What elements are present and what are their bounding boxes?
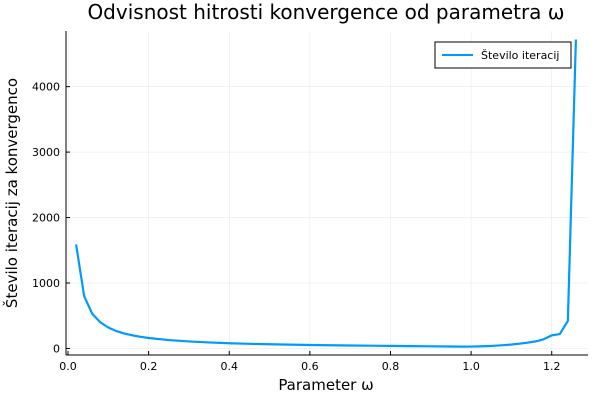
y-tick-label: 2000: [32, 212, 60, 225]
x-tick-label: 0.6: [301, 360, 319, 373]
series: [74, 39, 578, 348]
y-tick-label: 0: [53, 342, 60, 355]
x-axis-label: Parameter ω: [278, 376, 373, 394]
legend: Število iteracij: [434, 41, 572, 69]
y-tick-label: 1000: [32, 277, 60, 290]
x-tick-label: 0.0: [59, 360, 77, 373]
x-tick-label: 0.8: [382, 360, 400, 373]
axes: 0.0 0.2 0.4 0.6 0.8 1.0 1.2 0 1000 2000 3000 4000: [32, 31, 588, 373]
y-axis-label: Število iteracij za konvergenco: [2, 78, 21, 308]
y-tick-label: 3000: [32, 146, 60, 159]
chart-title: Odvisnost hitrosti konvergence od parame…: [87, 0, 564, 24]
legend-label: Število iteracij: [481, 49, 559, 62]
x-tick-label: 1.0: [462, 360, 480, 373]
x-tick-label: 1.2: [543, 360, 561, 373]
grid: [66, 31, 588, 355]
y-tick-label: 4000: [32, 81, 60, 94]
series-line: [74, 39, 578, 348]
x-tick-label: 0.4: [221, 360, 239, 373]
x-tick-label: 0.2: [140, 360, 158, 373]
